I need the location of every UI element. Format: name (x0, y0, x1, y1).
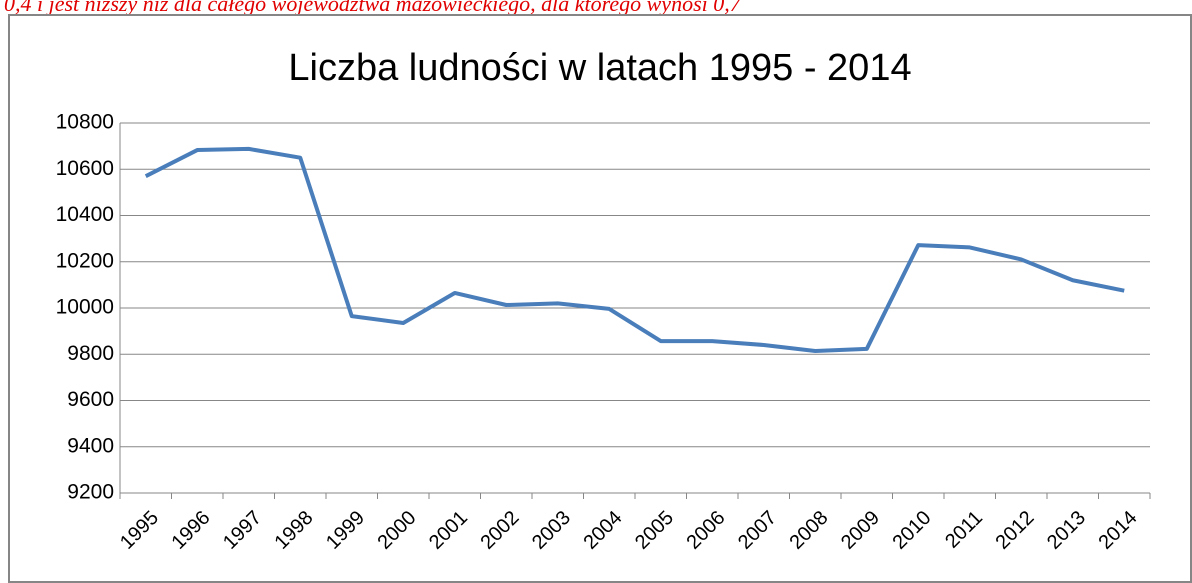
y-tick-label: 9400 (67, 434, 114, 457)
chart-frame (8, 14, 1192, 583)
y-tick-label: 10200 (56, 249, 114, 272)
y-tick-label: 9600 (67, 388, 114, 411)
header-text: 0,4 i jest niższy niż dla całego wojewód… (4, 0, 742, 16)
y-tick-label: 9800 (67, 342, 114, 365)
y-tick-label: 10400 (56, 203, 114, 226)
y-tick-label: 10800 (56, 111, 114, 134)
y-tick-label: 10600 (56, 157, 114, 180)
data-line (144, 146, 1125, 354)
y-tick-label: 10000 (56, 296, 114, 319)
chart-title: Liczba ludności w latach 1995 - 2014 (288, 47, 911, 89)
y-tick-label: 9200 (67, 481, 114, 504)
